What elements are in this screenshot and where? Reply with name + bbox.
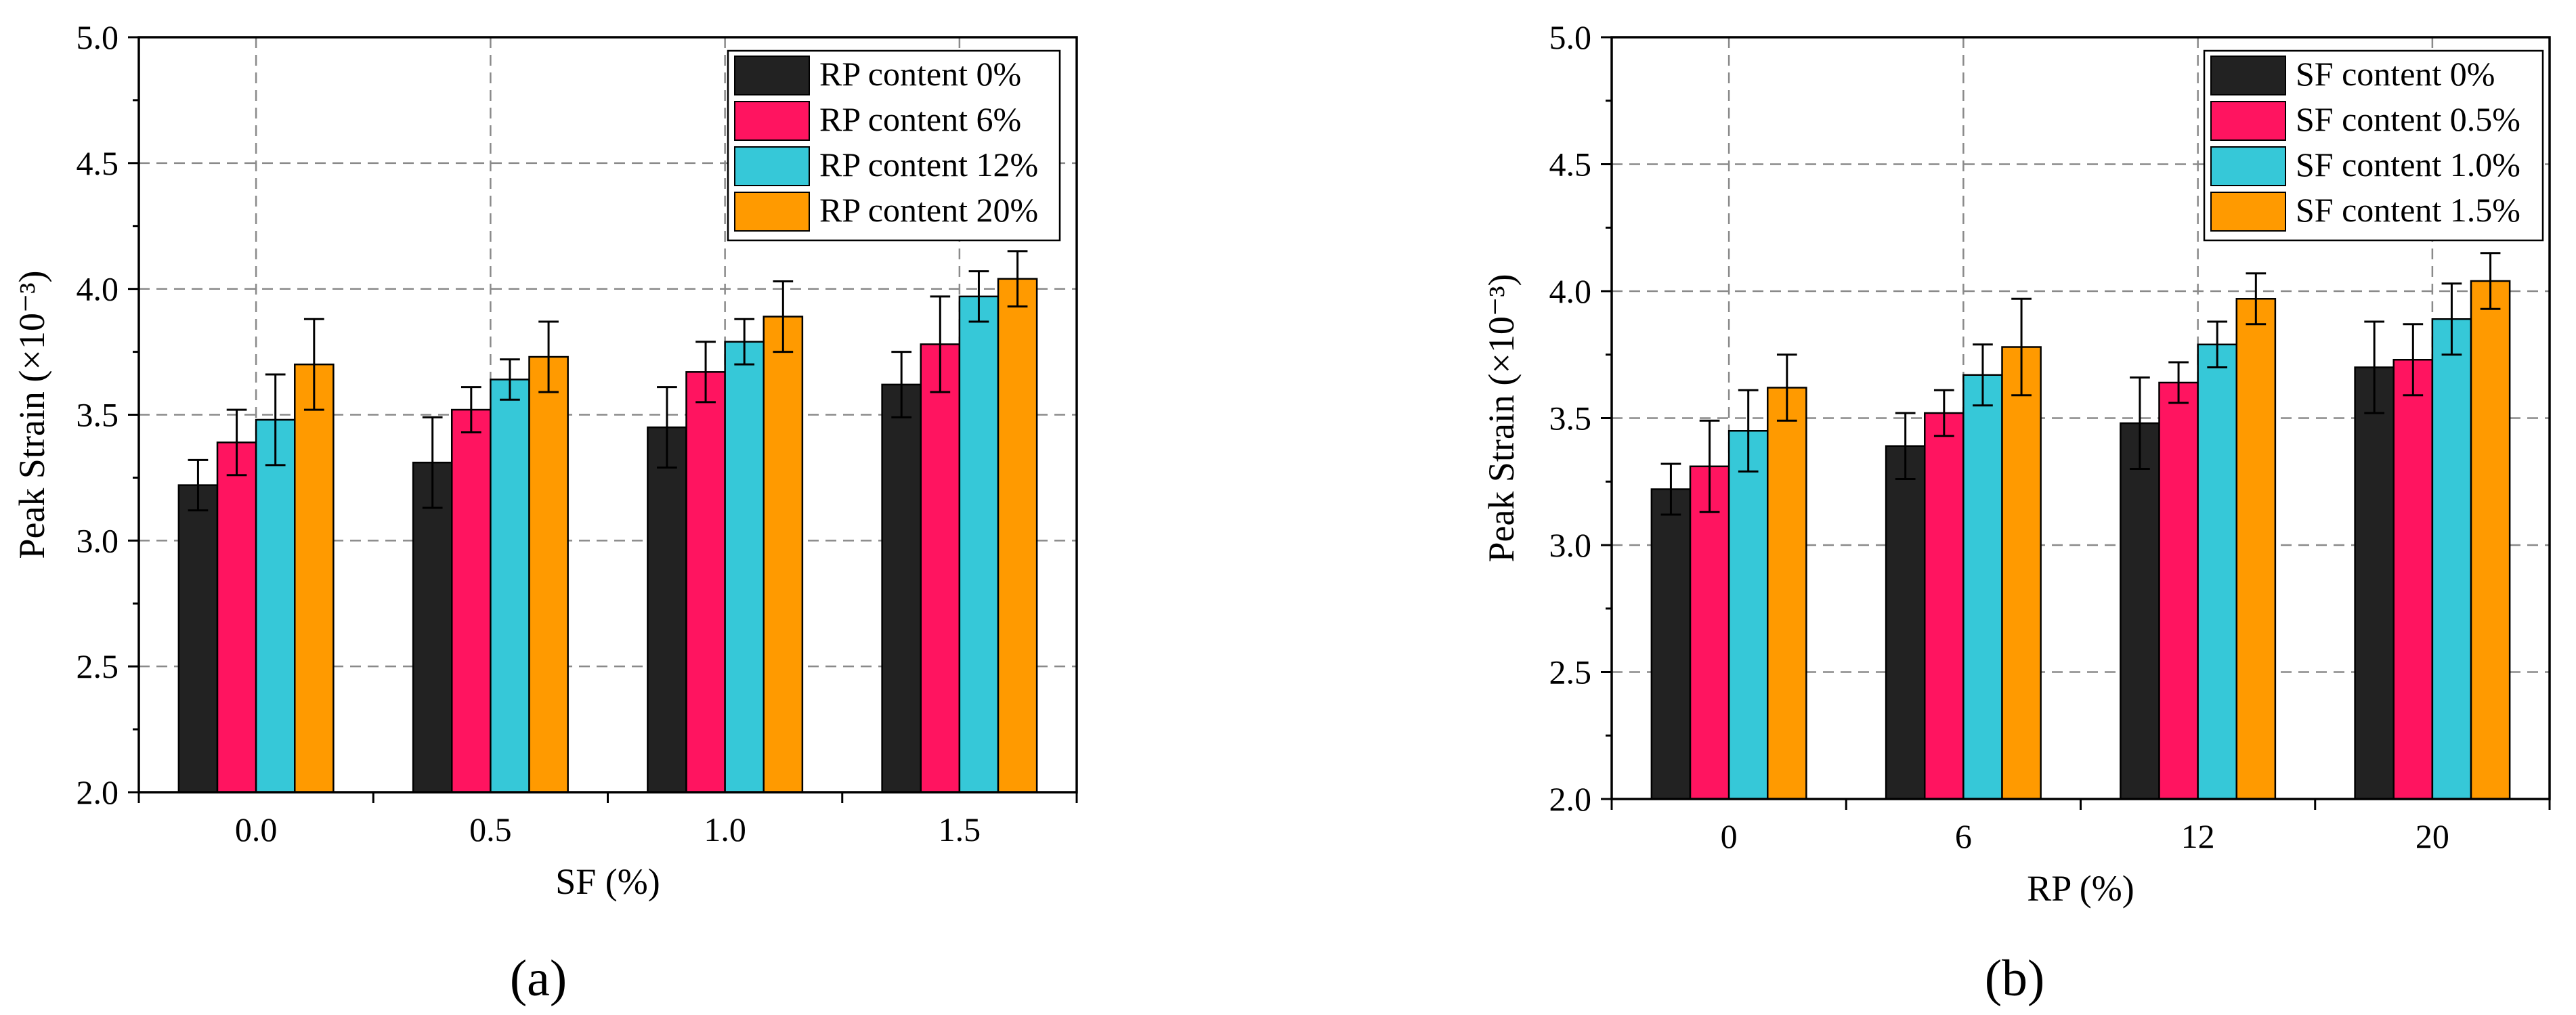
bar-a-s3-c1 <box>528 355 569 794</box>
bar-a-s1-c0 <box>216 441 257 794</box>
bar-a-s0-c3 <box>881 383 922 794</box>
legend-swatch-a-0 <box>734 56 810 95</box>
bar-a-s1-c1 <box>450 408 492 794</box>
ytick-label-b-3: 3.5 <box>1549 399 1592 437</box>
bar-b-s0-c3 <box>2354 366 2395 800</box>
xtick-label-a-0: 0.0 <box>235 811 278 848</box>
bar-a-s2-c1 <box>490 379 530 794</box>
legend-swatch-a-3 <box>734 192 810 232</box>
ytick-label-b-6: 5.0 <box>1549 18 1592 56</box>
legend-label-a-1: RP content 6% <box>819 100 1021 138</box>
legend-swatch-a-1 <box>734 101 810 141</box>
xtick-label-b-1: 6 <box>1955 817 1972 855</box>
ytick-label-a-3: 3.5 <box>77 396 119 434</box>
bar-a-s1-c2 <box>685 371 726 794</box>
bar-a-s2-c0 <box>255 418 296 794</box>
legend-label-b-1: SF content 0.5% <box>2296 100 2520 138</box>
legend-label-b-2: SF content 1.0% <box>2296 146 2520 183</box>
bar-a-s1-c3 <box>920 343 961 794</box>
xtick-label-b-2: 12 <box>2181 817 2215 855</box>
legend-label-b-3: SF content 1.5% <box>2296 191 2520 229</box>
ytick-label-b-5: 4.5 <box>1549 146 1592 183</box>
bar-a-s3-c3 <box>997 278 1038 794</box>
xtick-label-a-2: 1.0 <box>704 811 746 848</box>
legend-label-b-0: SF content 0% <box>2296 55 2495 93</box>
ytick-label-b-0: 2.0 <box>1549 780 1592 818</box>
y-axis-label-a: Peak Strain (×10⁻³) <box>12 270 52 559</box>
bar-b-s1-c3 <box>2392 359 2434 800</box>
ytick-label-b-2: 3.0 <box>1549 526 1592 564</box>
legend-b: SF content 0% SF content 0.5% SF content 1… <box>2203 49 2544 242</box>
chart-panel-b: 2.0 2.5 3.0 3.5 4.0 4.5 5.0 0 6 12 20 RP (%) Peak St… <box>1481 18 2551 909</box>
legend-swatch-b-1 <box>2210 101 2286 141</box>
panel-label-a: (a) <box>510 950 567 1007</box>
x-axis-label-b: RP (%) <box>2027 868 2134 909</box>
legend-swatch-b-3 <box>2210 192 2286 232</box>
bar-b-s0-c1 <box>1885 445 1926 800</box>
ytick-label-a-0: 2.0 <box>77 773 119 811</box>
bar-b-s2-c0 <box>1727 430 1769 800</box>
bar-b-s1-c0 <box>1689 465 1730 800</box>
legend-swatch-b-0 <box>2210 56 2286 95</box>
bar-b-s1-c1 <box>1923 412 1965 800</box>
legend-label-a-3: RP content 20% <box>819 191 1038 229</box>
ytick-label-a-5: 4.5 <box>77 144 119 182</box>
xtick-label-a-3: 1.5 <box>939 811 981 848</box>
bar-a-s3-c0 <box>294 363 335 794</box>
legend-label-a-2: RP content 12% <box>819 146 1038 183</box>
bar-b-s2-c2 <box>2197 343 2238 800</box>
bar-a-s0-c1 <box>412 461 453 794</box>
bar-b-s0-c0 <box>1650 488 1692 800</box>
ytick-label-b-4: 4.0 <box>1549 272 1592 310</box>
bar-b-s3-c3 <box>2470 280 2511 800</box>
xtick-label-a-1: 0.5 <box>469 811 512 848</box>
y-axis-label-b: Peak Strain (×10⁻³) <box>1481 274 1522 562</box>
legend-swatch-b-2 <box>2210 146 2286 186</box>
bar-b-s3-c1 <box>2001 346 2042 800</box>
chart-panel-a: 2.0 2.5 3.0 3.5 4.0 4.5 5.0 0.0 0.5 1.0 1.5 SF (%) P… <box>12 18 1078 902</box>
bar-a-s3-c2 <box>763 316 804 794</box>
xtick-label-b-3: 20 <box>2416 817 2449 855</box>
xtick-label-b-0: 0 <box>1721 817 1738 855</box>
legend-label-a-0: RP content 0% <box>819 55 1021 93</box>
ytick-label-b-1: 2.5 <box>1549 653 1592 691</box>
ytick-label-a-2: 3.0 <box>77 521 119 559</box>
bar-a-s0-c2 <box>647 426 687 794</box>
bar-b-s3-c0 <box>1767 387 1807 800</box>
legend-swatch-a-2 <box>734 146 810 186</box>
bar-b-s2-c3 <box>2431 318 2472 800</box>
bar-a-s0-c0 <box>177 484 219 794</box>
bar-b-s2-c1 <box>1962 374 2003 800</box>
legend-a: RP content 0% RP content 6% RP content 12%… <box>727 49 1061 242</box>
x-axis-label-a: SF (%) <box>555 861 660 902</box>
panel-label-b: (b) <box>1985 950 2045 1007</box>
bar-b-s1-c2 <box>2158 381 2199 800</box>
ytick-label-a-6: 5.0 <box>77 18 119 56</box>
bar-a-s2-c3 <box>958 295 1000 794</box>
bar-a-s2-c2 <box>724 341 765 794</box>
ytick-label-a-4: 4.0 <box>77 270 119 308</box>
bar-b-s3-c2 <box>2235 298 2277 800</box>
ytick-label-a-1: 2.5 <box>77 647 119 685</box>
bar-b-s0-c2 <box>2120 422 2160 800</box>
